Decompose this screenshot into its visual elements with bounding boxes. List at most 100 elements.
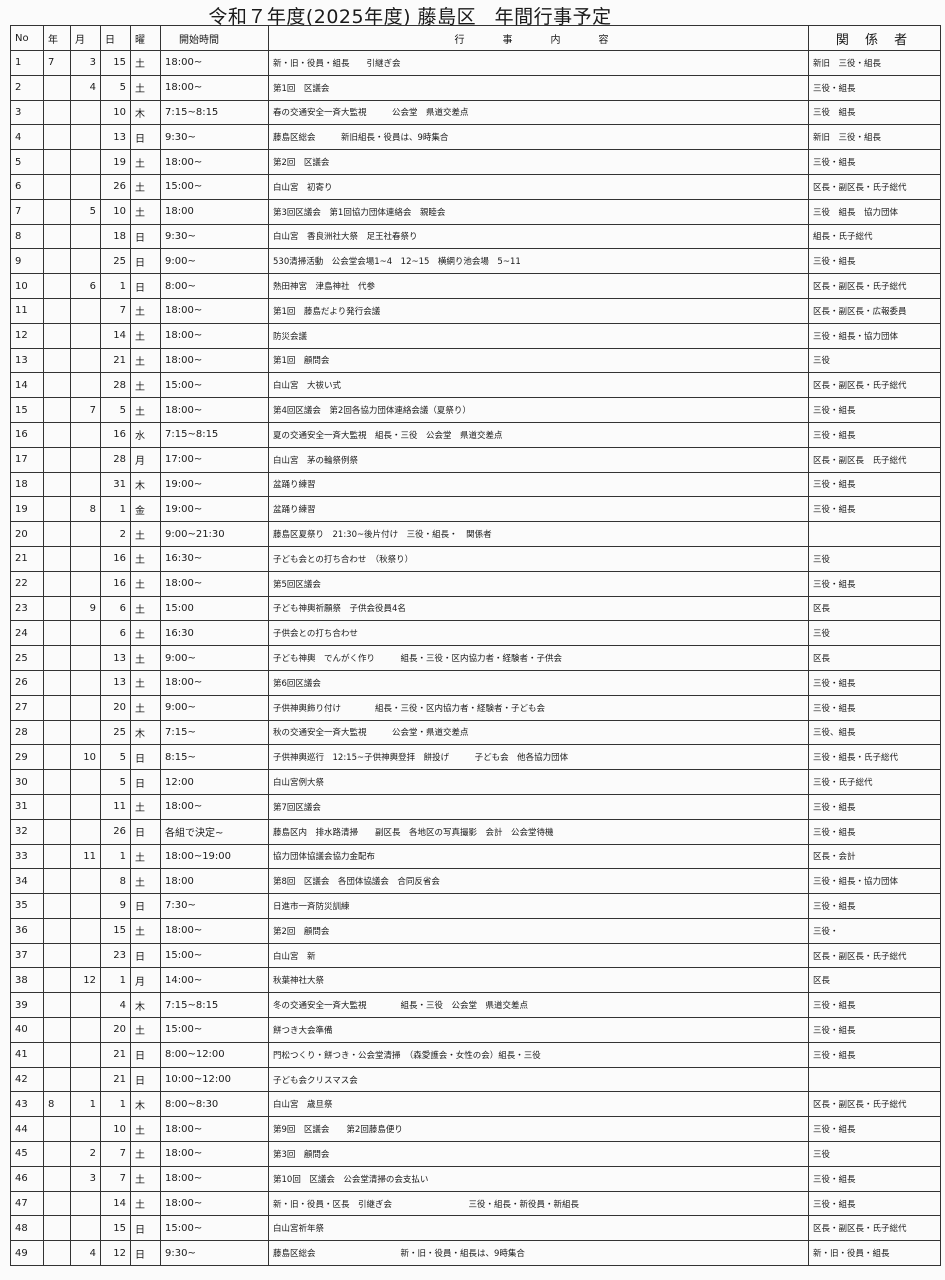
cell-year (43, 645, 71, 671)
cell-weekday: 日 (130, 818, 161, 845)
cell-people: 三役 組長 協力団体 (808, 198, 941, 225)
cell-people: 三役 (808, 545, 941, 572)
cell-start-time: 18:00 (160, 198, 269, 225)
cell-no: 27 (10, 694, 44, 721)
title-main: 令和７年度(2025年度) 藤島区 (208, 6, 477, 28)
cell-month (70, 372, 101, 399)
cell-event: 防災会議 (268, 322, 809, 349)
cell-event: 冬の交通安全一斉大監視 組長・三役 公会堂 県道交差点 (268, 992, 809, 1019)
cell-no: 13 (10, 347, 44, 374)
cell-day: 12 (100, 1240, 131, 1267)
table-row: 13 21 土 18:00~ 第1回 顧問会 三役 (10, 347, 941, 374)
cell-year (43, 173, 71, 200)
cell-day: 20 (100, 694, 131, 721)
table-row: 30 5 日 12:00 白山宮例大祭 三役・氏子総代 (10, 769, 941, 795)
cell-weekday: 土 (130, 397, 161, 423)
cell-year (43, 1141, 71, 1167)
cell-no: 11 (10, 297, 44, 324)
cell-year (43, 496, 71, 523)
header-start-time: 開始時間 (160, 25, 269, 51)
cell-event: 白山宮 茅の輪祭例祭 (268, 446, 809, 473)
cell-people: 三役・組長 (808, 471, 941, 498)
table-row: 42 21 日 10:00~12:00 子ども会クリスマス会 (10, 1066, 941, 1093)
cell-weekday: 土 (130, 868, 161, 895)
cell-year (43, 471, 71, 498)
cell-month (70, 347, 101, 374)
cell-event: 第8回 区議会 各団体協議会 合同反省会 (268, 868, 809, 895)
cell-no: 24 (10, 620, 44, 647)
cell-day: 25 (100, 719, 131, 746)
cell-day: 10 (100, 1116, 131, 1143)
cell-event: 盆踊り練習 (268, 471, 809, 498)
table-row: 20 2 土 9:00~21:30 藤島区夏祭り 21:30~後片付け 三役・組長・ 関… (10, 521, 941, 547)
cell-weekday: 土 (130, 793, 161, 820)
cell-start-time: 15:00 (160, 595, 269, 622)
header-month: 月 (70, 25, 101, 51)
cell-start-time: 18:00~ (160, 1141, 269, 1167)
cell-no: 9 (10, 248, 44, 275)
cell-start-time: 15:00~ (160, 173, 269, 200)
cell-event: 新・旧・役員・組長 引継ぎ会 (268, 50, 809, 76)
table-row: 23 9 6 土 15:00 子ども神輿祈願祭 子供会役員4名 区長 (10, 595, 941, 622)
header-row: No 年 月 日 曜 開始時間 行 事 内 容 関 係 者 (10, 25, 941, 51)
cell-weekday: 土 (130, 173, 161, 200)
cell-start-time: 18:00~ (160, 1165, 269, 1192)
cell-event: 子供神輿巡行 12:15~子供神輿登拝 餅投げ 子ども会 他各協力団体 (268, 744, 809, 771)
cell-weekday: 木 (130, 99, 161, 126)
cell-day: 1 (100, 843, 131, 870)
cell-people: 三役・組長・協力団体 (808, 868, 941, 895)
header-people: 関 係 者 (808, 25, 941, 51)
cell-year (43, 1190, 71, 1217)
cell-no: 45 (10, 1141, 44, 1167)
cell-event: 熱田神宮 津島神社 代参 (268, 273, 809, 299)
cell-weekday: 土 (130, 322, 161, 349)
cell-month: 12 (70, 967, 101, 994)
cell-weekday: 日 (130, 1215, 161, 1242)
cell-no: 26 (10, 669, 44, 696)
table-row: 22 16 土 18:00~ 第5回区議会 三役・組長 (10, 570, 941, 597)
cell-people (808, 521, 941, 547)
cell-event: 白山宮 新 (268, 942, 809, 969)
cell-start-time: 18:00~ (160, 917, 269, 944)
cell-no: 36 (10, 917, 44, 944)
cell-event: 第6回区議会 (268, 669, 809, 696)
cell-start-time: 19:00~ (160, 471, 269, 498)
cell-start-time: 7:15~8:15 (160, 421, 269, 448)
cell-start-time: 17:00~ (160, 446, 269, 473)
cell-event: 門松つくり・餅つき・公会堂清掃 （森愛護会・女性の会）組長・三役 (268, 1041, 809, 1068)
table-row: 40 20 土 15:00~ 餅つき大会準備 三役・組長 (10, 1017, 941, 1043)
cell-event: 白山宮 香良洲社大祭 足王社春祭り (268, 223, 809, 250)
cell-day: 16 (100, 421, 131, 448)
cell-people: 区長・副区長・氏子総代 (808, 942, 941, 969)
cell-month: 3 (70, 1165, 101, 1192)
cell-weekday: 日 (130, 744, 161, 771)
header-day: 日 (100, 25, 131, 51)
cell-day: 1 (100, 967, 131, 994)
table-row: 28 25 木 7:15~ 秋の交通安全一斉大監視 公会堂・県道交差点 三役、組長 (10, 719, 941, 746)
cell-start-time: 15:00~ (160, 942, 269, 969)
cell-day: 16 (100, 545, 131, 572)
cell-year (43, 1240, 71, 1267)
cell-month (70, 694, 101, 721)
cell-month (70, 223, 101, 250)
cell-no: 29 (10, 744, 44, 771)
cell-no: 15 (10, 397, 44, 423)
cell-month (70, 1041, 101, 1068)
cell-no: 39 (10, 992, 44, 1019)
table-row: 38 12 1 月 14:00~ 秋葉神社大祭 区長 (10, 967, 941, 994)
cell-day: 10 (100, 198, 131, 225)
cell-people: 三役・組長 (808, 793, 941, 820)
cell-weekday: 土 (130, 50, 161, 76)
table-row: 2 4 5 土 18:00~ 第1回 区議会 三役・組長 (10, 74, 941, 101)
cell-start-time: 18:00~ (160, 1116, 269, 1143)
cell-day: 18 (100, 223, 131, 250)
cell-event: 第9回 区議会 第2回藤島便り (268, 1116, 809, 1143)
cell-event: 子供会との打ち合わせ (268, 620, 809, 647)
cell-day: 1 (100, 1091, 131, 1118)
cell-no: 35 (10, 893, 44, 919)
cell-month: 11 (70, 843, 101, 870)
cell-weekday: 水 (130, 421, 161, 448)
cell-weekday: 土 (130, 297, 161, 324)
cell-day: 6 (100, 620, 131, 647)
cell-start-time: 8:15~ (160, 744, 269, 771)
